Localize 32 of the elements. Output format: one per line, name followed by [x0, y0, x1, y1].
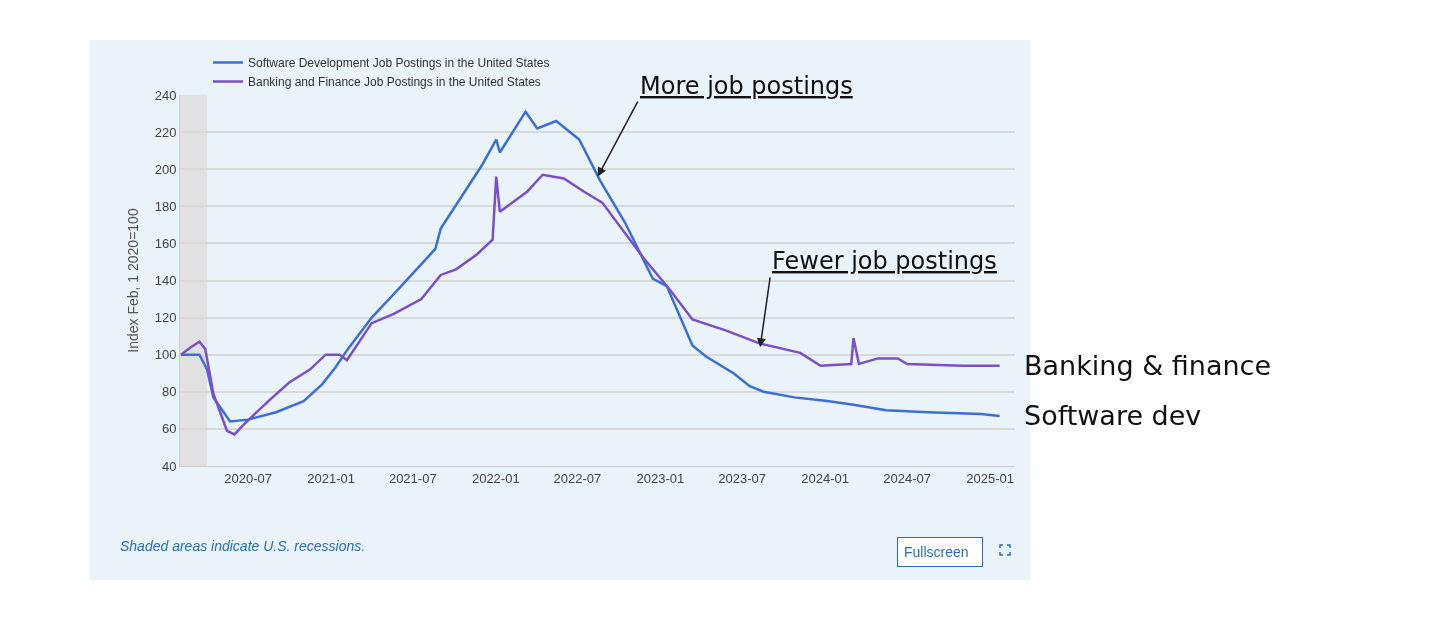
y-tick-label: 40 — [161, 458, 177, 474]
y-tick-label: 240 — [154, 87, 177, 103]
annotation: Software dev — [1024, 400, 1202, 431]
x-tick-label: 2024-07 — [883, 470, 932, 486]
y-tick-label: 180 — [154, 198, 177, 214]
x-tick-label: 2021-07 — [388, 470, 437, 486]
legend-label: Banking and Finance Job Postings in the United States — [248, 75, 541, 90]
y-tick-label: 160 — [154, 235, 177, 251]
text: Shaded areas indicate U.S. recessions. — [120, 538, 366, 554]
annotation: Banking & finance — [1024, 350, 1272, 381]
x-tick-label: 2023-07 — [718, 470, 766, 486]
x-tick-label: 2024-01 — [801, 470, 849, 486]
y-tick-label: 60 — [161, 421, 177, 437]
x-tick-label: 2023-01 — [636, 470, 685, 486]
y-tick-label: 80 — [161, 384, 177, 400]
y-tick-label: 100 — [154, 347, 177, 363]
y-tick-label: 220 — [154, 124, 177, 140]
legend-label: Software Development Job Postings in the United States — [248, 56, 550, 71]
annotation: Fewer job postings — [772, 247, 997, 275]
x-tick-label: 2025-01 — [966, 470, 1015, 486]
x-tick-label: 2021-01 — [307, 470, 355, 486]
line-series — [180, 110, 1001, 423]
x-tick-label: 2020-07 — [224, 470, 272, 486]
y-tick-label: 120 — [154, 310, 177, 326]
text: Fullscreen — [904, 544, 977, 560]
line-series — [180, 173, 1001, 436]
y-tick-label: 140 — [154, 273, 177, 289]
x-tick-label: 2022-01 — [471, 470, 520, 486]
y-axis-title: Index Feb, 1 2020=100 — [125, 208, 142, 353]
annotation: More job postings — [640, 72, 853, 100]
x-tick-label: 2022-07 — [553, 470, 602, 486]
y-tick-label: 200 — [154, 161, 177, 177]
